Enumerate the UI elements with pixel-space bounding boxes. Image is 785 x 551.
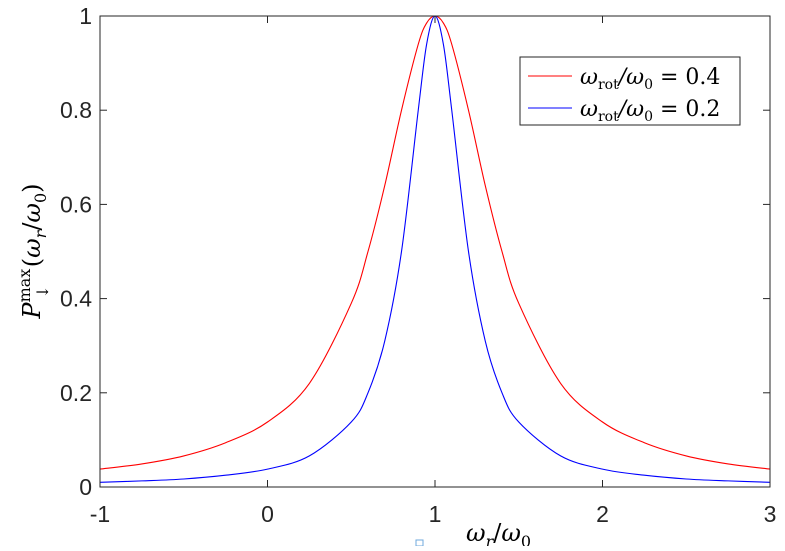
y-tick-label: 0.6	[60, 191, 92, 217]
x-tick-label: 1	[429, 501, 442, 527]
legend: ωrot/ω0 = 0.4 ωrot/ω0 = 0.2	[519, 56, 741, 126]
x-tick-label: 2	[596, 501, 609, 527]
x-tick-label: 0	[261, 501, 274, 527]
x-tick-label: 3	[764, 501, 777, 527]
svg-text:Pmax↓(ωr/ω0): Pmax↓(ωr/ω0)	[15, 183, 52, 319]
ticks: -1 0 1 2 300.20.40.60.81	[60, 3, 776, 527]
y-tick-label: 0.8	[60, 97, 92, 123]
legend-entry-series-2: ωrot/ω0 = 0.2	[580, 97, 720, 125]
x-tick-label: -1	[90, 501, 110, 527]
x-axis-label: ωr/ω0	[466, 519, 531, 551]
y-tick-label: 0	[79, 474, 92, 500]
svg-text:ωr/ω0: ωr/ω0	[466, 519, 531, 546]
legend-box	[519, 56, 741, 126]
legend-entry-series-1: ωrot/ω0 = 0.4	[580, 65, 720, 93]
y-tick-label: 0.4	[60, 286, 92, 312]
small-marker	[415, 539, 424, 547]
y-tick-label: 0.2	[60, 380, 92, 406]
y-axis-label: Pmax↓(ωr/ω0)	[15, 183, 52, 319]
y-tick-label: 1	[79, 3, 92, 29]
